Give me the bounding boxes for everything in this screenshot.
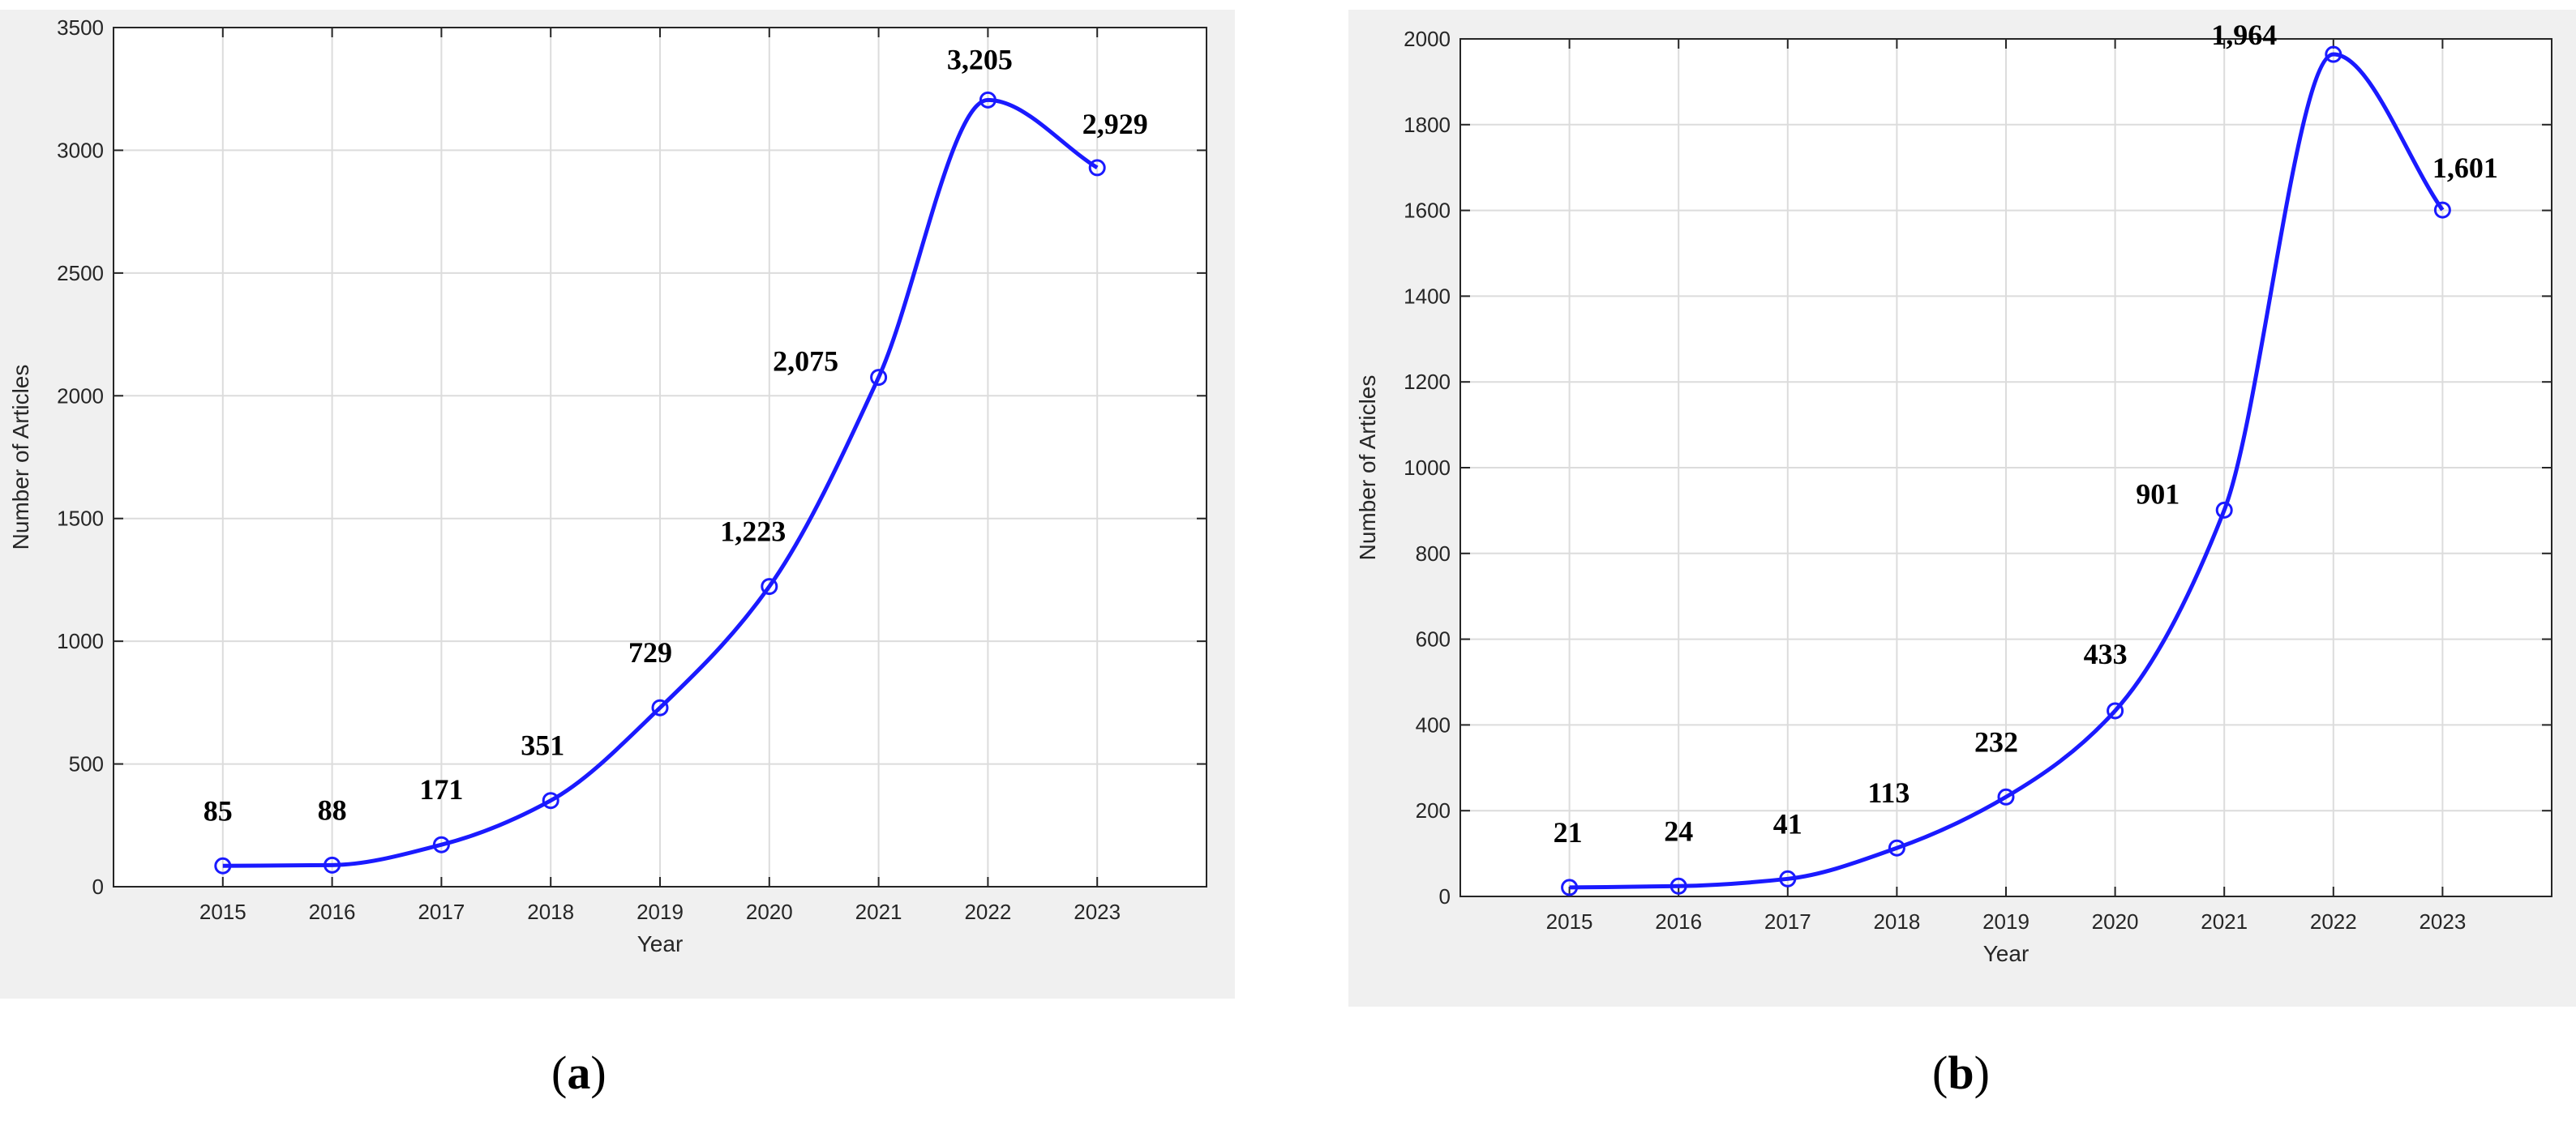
caption-letter-a: a [567,1046,591,1099]
line-chart-b: 0 200 400 600 800 1000 1200 1400 1600 1800 2000 201… [1355,19,2552,966]
data-point-marker [1088,159,1106,177]
x-tick-label: 2017 [418,900,465,924]
data-point-marker [761,578,778,596]
chart-panel-a: 0 500 1000 1500 2000 2500 3000 3500 2015 2016 2017… [0,10,1235,999]
x-tick-label: 2021 [855,900,902,924]
y-tick-label: 1600 [1404,199,1451,223]
data-label: 21 [1554,816,1583,849]
y-axis-label: Number of Articles [1355,375,1380,561]
x-tick-label: 2018 [527,900,574,924]
y-tick-label: 0 [92,875,104,899]
caption-letter-b: b [1948,1046,1974,1099]
y-tick-label: 800 [1416,541,1451,566]
x-tick-label: 2018 [1873,909,1920,934]
data-label: 2,075 [773,345,838,378]
data-point-marker [432,836,450,853]
y-tick-label: 400 [1416,712,1451,737]
y-tick-label: 2000 [1404,27,1451,51]
y-tick-label: 500 [69,752,104,776]
data-point-marker [1888,839,1905,857]
x-tick-label: 2015 [199,900,246,924]
data-label: 232 [1974,725,2018,758]
x-tick-label: 2017 [1764,909,1811,934]
x-tick-label: 2019 [636,900,684,924]
figure-caption-a: (a) [551,1046,606,1099]
y-tick-label: 0 [1439,884,1451,909]
y-tick-label: 1800 [1404,113,1451,137]
data-label: 433 [2084,638,2128,670]
series-line-a [222,97,1099,868]
y-tick-label: 1400 [1404,284,1451,308]
y-tick-label: 1500 [57,507,104,531]
data-point-marker [2433,201,2451,219]
data-label: 3,205 [947,43,1013,75]
data-label: 85 [204,794,233,827]
y-tick-label: 3500 [57,15,104,40]
x-tick-label: 2020 [746,900,793,924]
y-axis-label: Number of Articles [8,365,33,550]
y-tick-label: 200 [1416,798,1451,823]
data-label: 88 [318,793,347,826]
data-label: 1,601 [2432,152,2498,184]
x-tick-label: 2015 [1546,909,1593,934]
x-tick-label: 2023 [1074,900,1121,924]
data-point-marker [651,699,669,716]
data-label: 113 [1867,776,1909,809]
series-line-b [1569,52,2445,890]
x-tick-label: 2016 [309,900,356,924]
data-point-marker [324,856,341,874]
data-point-marker [2215,501,2233,519]
data-point-marker [214,857,232,875]
data-point-marker [1779,870,1797,888]
y-tick-label: 2500 [57,261,104,285]
y-tick-label: 2000 [57,383,104,408]
y-tick-label: 1000 [1404,456,1451,480]
data-point-marker [542,792,559,810]
y-tick-label: 600 [1416,627,1451,652]
y-tick-label: 1000 [57,629,104,653]
data-point-marker [2107,702,2124,720]
x-tick-label: 2019 [1982,909,2030,934]
chart-panel-b: 0 200 400 600 800 1000 1200 1400 1600 1800 2000 201… [1348,10,2576,1007]
data-label: 41 [1773,807,1802,840]
x-tick-label: 2020 [2092,909,2139,934]
line-chart-a: 0 500 1000 1500 2000 2500 3000 3500 2015 2016 2017… [8,15,1207,956]
data-point-marker [870,369,888,387]
data-point-marker [1997,788,2015,806]
x-tick-label: 2016 [1655,909,1702,934]
x-tick-label: 2022 [964,900,1011,924]
y-tick-label: 3000 [57,138,104,162]
data-point-marker [1561,879,1579,896]
data-label: 351 [521,729,564,762]
data-label: 1,964 [2211,19,2277,51]
data-label: 24 [1664,815,1693,847]
x-tick-label: 2021 [2201,909,2248,934]
figure-caption-b: (b) [1932,1046,1990,1099]
data-point-marker [1669,877,1687,895]
data-label: 1,223 [720,515,786,548]
data-label: 171 [419,773,463,806]
x-tick-label: 2022 [2310,909,2357,934]
data-label: 729 [628,636,672,669]
x-axis-label: Year [637,931,684,956]
x-axis-label: Year [1983,941,2030,966]
data-label: 2,929 [1082,108,1148,140]
y-tick-label: 1200 [1404,370,1451,394]
data-point-marker [979,91,997,109]
data-point-marker [2325,45,2342,63]
x-tick-label: 2023 [2419,909,2466,934]
data-label: 901 [2136,477,2180,510]
